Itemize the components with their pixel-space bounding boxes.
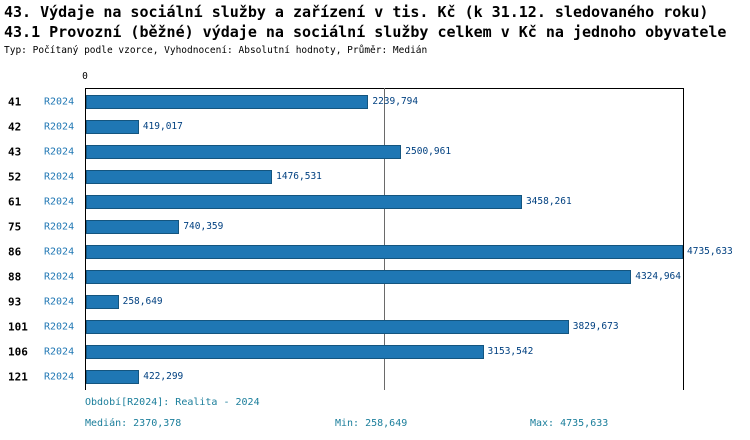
axis-right-line <box>683 88 684 390</box>
bar-track: 4735,633 <box>86 239 733 264</box>
chart-rows: 41 R2024 2239,794 42 R2024 419,017 43 R2024 2500… <box>0 89 750 389</box>
bar-track: 258,649 <box>86 289 683 314</box>
category-label: 52 <box>8 170 22 183</box>
category-label: 88 <box>8 270 22 283</box>
category-label: 106 <box>8 345 28 358</box>
bar-track: 4324,964 <box>86 264 683 289</box>
series-label: R2024 <box>44 121 75 132</box>
category-label: 121 <box>8 370 28 383</box>
bar-track: 3829,673 <box>86 314 683 339</box>
series-label: R2024 <box>44 96 75 107</box>
category-label: 43 <box>8 145 22 158</box>
series-label: R2024 <box>44 221 75 232</box>
chart-row: 41 R2024 2239,794 <box>0 89 750 114</box>
value-bar <box>86 194 522 209</box>
chart-row: 86 R2024 4735,633 <box>0 239 750 264</box>
value-label: 422,299 <box>143 371 184 382</box>
chart-row: 106 R2024 3153,542 <box>0 339 750 364</box>
category-label: 41 <box>8 95 22 108</box>
value-bar <box>86 244 683 259</box>
category-label: 93 <box>8 295 22 308</box>
report-title-line2: 43.1 Provozní (běžné) výdaje na sociální… <box>4 23 727 41</box>
bar-track: 2500,961 <box>86 139 683 164</box>
chart-row: 42 R2024 419,017 <box>0 114 750 139</box>
series-label: R2024 <box>44 296 75 307</box>
footer-median: Medián: 2370,378 <box>85 418 182 429</box>
chart-row: 52 R2024 1476,531 <box>0 164 750 189</box>
value-label: 419,017 <box>142 121 183 132</box>
footer-max: Max: 4735,633 <box>530 418 609 429</box>
footer-period: Období[R2024]: Realita - 2024 <box>85 397 260 408</box>
chart-row: 61 R2024 3458,261 <box>0 189 750 214</box>
chart-row: 43 R2024 2500,961 <box>0 139 750 164</box>
series-label: R2024 <box>44 246 75 257</box>
value-bar <box>86 319 569 334</box>
median-line <box>384 88 385 390</box>
value-bar <box>86 94 369 109</box>
value-label: 2500,961 <box>405 146 452 157</box>
value-label: 3829,673 <box>572 321 619 332</box>
chart-row: 88 R2024 4324,964 <box>0 264 750 289</box>
bar-track: 740,359 <box>86 214 683 239</box>
category-label: 42 <box>8 120 22 133</box>
series-label: R2024 <box>44 196 75 207</box>
value-bar <box>86 269 632 284</box>
value-bar <box>86 344 484 359</box>
value-bar <box>86 369 140 384</box>
bar-track: 3153,542 <box>86 339 683 364</box>
axis-zero-label: 0 <box>82 71 88 82</box>
bar-track: 1476,531 <box>86 164 683 189</box>
value-label: 3458,261 <box>525 196 572 207</box>
value-label: 740,359 <box>183 221 224 232</box>
report-title-line1: 43. Výdaje na sociální služby a zařízení… <box>4 3 709 21</box>
value-bar <box>86 119 139 134</box>
bar-track: 422,299 <box>86 364 683 389</box>
series-label: R2024 <box>44 371 75 382</box>
series-label: R2024 <box>44 271 75 282</box>
value-bar <box>86 144 402 159</box>
value-bar <box>86 219 180 234</box>
series-label: R2024 <box>44 321 75 332</box>
value-bar <box>86 169 273 184</box>
value-label: 4735,633 <box>687 246 733 257</box>
category-label: 61 <box>8 195 22 208</box>
value-label: 258,649 <box>122 296 163 307</box>
value-label: 4324,964 <box>635 271 681 282</box>
chart-row: 101 R2024 3829,673 <box>0 314 750 339</box>
footer-min: Min: 258,649 <box>335 418 408 429</box>
bar-track: 2239,794 <box>86 89 683 114</box>
value-label: 1476,531 <box>276 171 322 182</box>
value-label: 3153,542 <box>487 346 534 357</box>
category-label: 101 <box>8 320 28 333</box>
report-subtitle: Typ: Počítaný podle vzorce, Vyhodnocení:… <box>4 45 428 56</box>
series-label: R2024 <box>44 146 75 157</box>
value-label: 2239,794 <box>372 96 419 107</box>
plot-area: 41 R2024 2239,794 42 R2024 419,017 43 R2024 2500… <box>0 88 750 390</box>
chart-row: 75 R2024 740,359 <box>0 214 750 239</box>
value-bar <box>86 294 119 309</box>
axis-left-line <box>85 88 86 390</box>
category-label: 86 <box>8 245 22 258</box>
series-label: R2024 <box>44 346 75 357</box>
chart-row: 93 R2024 258,649 <box>0 289 750 314</box>
series-label: R2024 <box>44 171 75 182</box>
chart-row: 121 R2024 422,299 <box>0 364 750 389</box>
category-label: 75 <box>8 220 22 233</box>
bar-track: 419,017 <box>86 114 683 139</box>
bar-track: 3458,261 <box>86 189 683 214</box>
